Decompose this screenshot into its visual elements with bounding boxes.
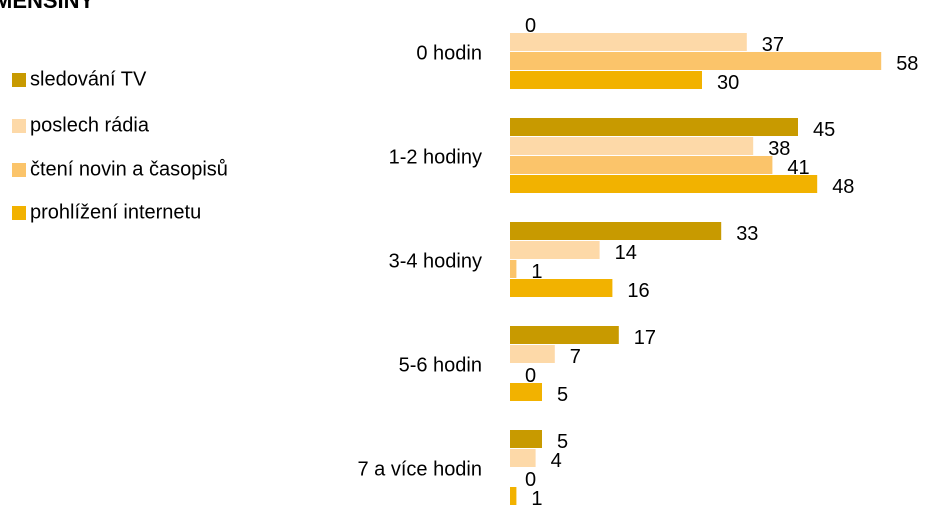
legend-label: poslech rádia xyxy=(30,114,150,136)
bar xyxy=(510,118,798,136)
value-label: 33 xyxy=(736,223,758,245)
category-label: 1-2 hodiny xyxy=(389,146,482,168)
legend-label: prohlížení internetu xyxy=(30,201,201,223)
value-label: 37 xyxy=(762,34,784,56)
bar xyxy=(510,487,517,505)
value-label: 58 xyxy=(896,53,918,75)
bar xyxy=(510,430,542,448)
bar xyxy=(510,383,542,401)
bar xyxy=(510,449,536,467)
bar xyxy=(510,156,773,174)
bar xyxy=(510,71,702,89)
value-label: 5 xyxy=(557,431,568,453)
category-label: 7 a více hodin xyxy=(357,458,482,480)
legend-swatch xyxy=(12,206,26,220)
bar xyxy=(510,137,754,155)
value-label: 4 xyxy=(551,450,562,472)
value-label: 38 xyxy=(768,138,790,160)
value-label: 7 xyxy=(570,346,581,368)
bar xyxy=(510,222,722,240)
value-label: 48 xyxy=(832,176,854,198)
bar xyxy=(510,345,555,363)
value-label: 5 xyxy=(557,384,568,406)
value-label: 45 xyxy=(813,119,835,141)
legend-swatch xyxy=(12,119,26,133)
value-label: 16 xyxy=(627,280,649,302)
legend-swatch xyxy=(12,163,26,177)
legend-label: čtení novin a časopisů xyxy=(30,158,228,180)
value-label: 41 xyxy=(787,157,809,179)
bar xyxy=(510,279,613,297)
category-label: 0 hodin xyxy=(416,42,482,64)
bar xyxy=(510,326,619,344)
legend-swatch xyxy=(12,73,26,87)
bar xyxy=(510,52,882,70)
bar xyxy=(510,260,517,278)
legend-label: sledování TV xyxy=(30,68,147,90)
category-label: 3-4 hodiny xyxy=(389,250,482,272)
value-label: 17 xyxy=(634,327,656,349)
value-label: 30 xyxy=(717,72,739,94)
value-label: 1 xyxy=(531,488,542,508)
chart-title: MENŠINY xyxy=(0,0,95,13)
bar xyxy=(510,33,747,51)
bar xyxy=(510,175,818,193)
value-label: 0 xyxy=(525,469,536,491)
bar xyxy=(510,241,600,259)
value-label: 0 xyxy=(525,15,536,37)
value-label: 14 xyxy=(615,242,637,264)
category-label: 5-6 hodin xyxy=(399,354,482,376)
value-label: 1 xyxy=(531,261,542,283)
value-label: 0 xyxy=(525,365,536,387)
